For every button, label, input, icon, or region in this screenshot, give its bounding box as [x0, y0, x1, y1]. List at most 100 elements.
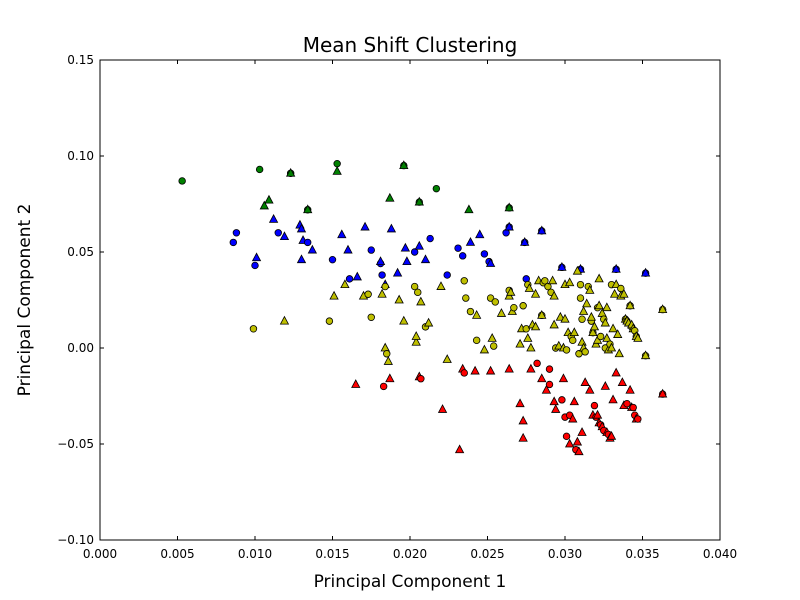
triangle-point — [523, 333, 533, 342]
triangle-point — [609, 288, 620, 298]
circle-point — [410, 248, 419, 256]
x-tick-label: 0.010 — [238, 547, 272, 561]
triangle-point — [586, 311, 597, 321]
y-tick-label: 0.10 — [67, 149, 94, 163]
triangle-point — [594, 300, 604, 310]
circle-point — [462, 294, 470, 302]
y-tick-label: 0.15 — [67, 53, 94, 67]
x-tick-label: 0.000 — [83, 547, 117, 561]
circle-point — [533, 359, 541, 368]
triangle-point — [549, 290, 559, 300]
triangle-point — [504, 202, 514, 212]
circle-point — [562, 432, 571, 441]
circle-point — [381, 282, 389, 291]
triangle-point — [352, 271, 362, 281]
triangle-point — [560, 313, 570, 323]
circle-point — [545, 365, 554, 373]
triangle-point — [582, 298, 592, 308]
triangle-point — [537, 310, 547, 319]
triangle-point — [551, 404, 561, 413]
circle-point — [575, 350, 583, 358]
triangle-point — [383, 356, 393, 365]
triangle-point — [416, 296, 426, 306]
circle-point — [544, 282, 552, 291]
chart-title: Mean Shift Clustering — [303, 33, 518, 57]
circle-point — [491, 298, 499, 306]
triangle-point — [251, 252, 262, 262]
data-points — [178, 159, 668, 456]
triangle-point — [520, 237, 530, 246]
triangle-point — [259, 200, 269, 210]
triangle-point — [394, 294, 404, 304]
triangle-point — [337, 229, 347, 239]
triangle-point — [530, 321, 541, 331]
triangle-point — [547, 275, 558, 285]
triangle-point — [399, 160, 409, 170]
triangle-point — [518, 415, 528, 425]
triangle-point — [600, 381, 610, 390]
triangle-point — [589, 321, 600, 331]
circle-point — [562, 346, 571, 354]
triangle-point — [436, 281, 446, 290]
circle-point — [623, 399, 631, 408]
triangle-point — [296, 223, 307, 233]
triangle-point — [442, 354, 452, 363]
circle-point — [333, 159, 341, 168]
triangle-point — [549, 396, 559, 406]
circle-point — [590, 401, 599, 410]
y-axis-ticks: −0.10 −0.05 0.00 0.05 0.10 0.15 — [57, 53, 720, 547]
x-tick-label: 0.020 — [393, 547, 427, 561]
triangle-point — [549, 319, 559, 329]
triangle-point — [454, 444, 465, 454]
triangle-point — [564, 438, 575, 448]
triangle-point — [568, 413, 578, 423]
circle-point — [229, 238, 237, 247]
triangle-point — [303, 204, 313, 214]
triangle-point — [614, 348, 624, 358]
triangle-point — [485, 365, 496, 375]
triangle-point — [307, 244, 318, 254]
triangle-point — [572, 265, 583, 275]
triangle-point — [574, 446, 584, 456]
triangle-point — [279, 231, 290, 241]
triangle-point — [555, 311, 566, 321]
triangle-point — [485, 258, 496, 267]
triangle-point — [541, 384, 552, 394]
triangle-point — [633, 333, 643, 342]
triangle-point — [557, 262, 567, 271]
x-axis-label: Principal Component 1 — [314, 572, 507, 592]
circle-point — [379, 382, 388, 391]
circle-point — [432, 184, 441, 193]
circle-point — [558, 396, 566, 404]
triangle-point — [515, 398, 525, 408]
circle-point — [251, 261, 259, 270]
triangle-point — [487, 333, 497, 342]
y-tick-label: −0.05 — [57, 437, 94, 451]
circle-point — [472, 336, 481, 345]
triangle-point — [594, 273, 604, 283]
y-tick-label: 0.00 — [67, 341, 94, 355]
triangle-point — [580, 377, 590, 386]
circle-point — [383, 350, 391, 358]
triangle-point — [411, 336, 421, 346]
triangle-point — [332, 166, 342, 175]
triangle-point — [340, 279, 350, 289]
triangle-point — [296, 254, 307, 264]
circle-point — [460, 277, 468, 285]
triangle-point — [465, 237, 476, 246]
triangle-point — [526, 363, 536, 373]
triangle-point — [437, 404, 448, 413]
triangle-point — [537, 225, 547, 235]
circle-point — [629, 403, 637, 412]
circle-point — [249, 325, 258, 333]
circle-point — [486, 294, 495, 302]
triangle-point — [611, 263, 621, 273]
triangle-point — [285, 167, 296, 177]
circle-point — [459, 252, 467, 260]
circle-point — [578, 315, 586, 323]
triangle-point — [475, 229, 485, 239]
circle-point — [410, 282, 419, 291]
triangle-point — [537, 373, 547, 383]
circle-point — [274, 229, 282, 237]
